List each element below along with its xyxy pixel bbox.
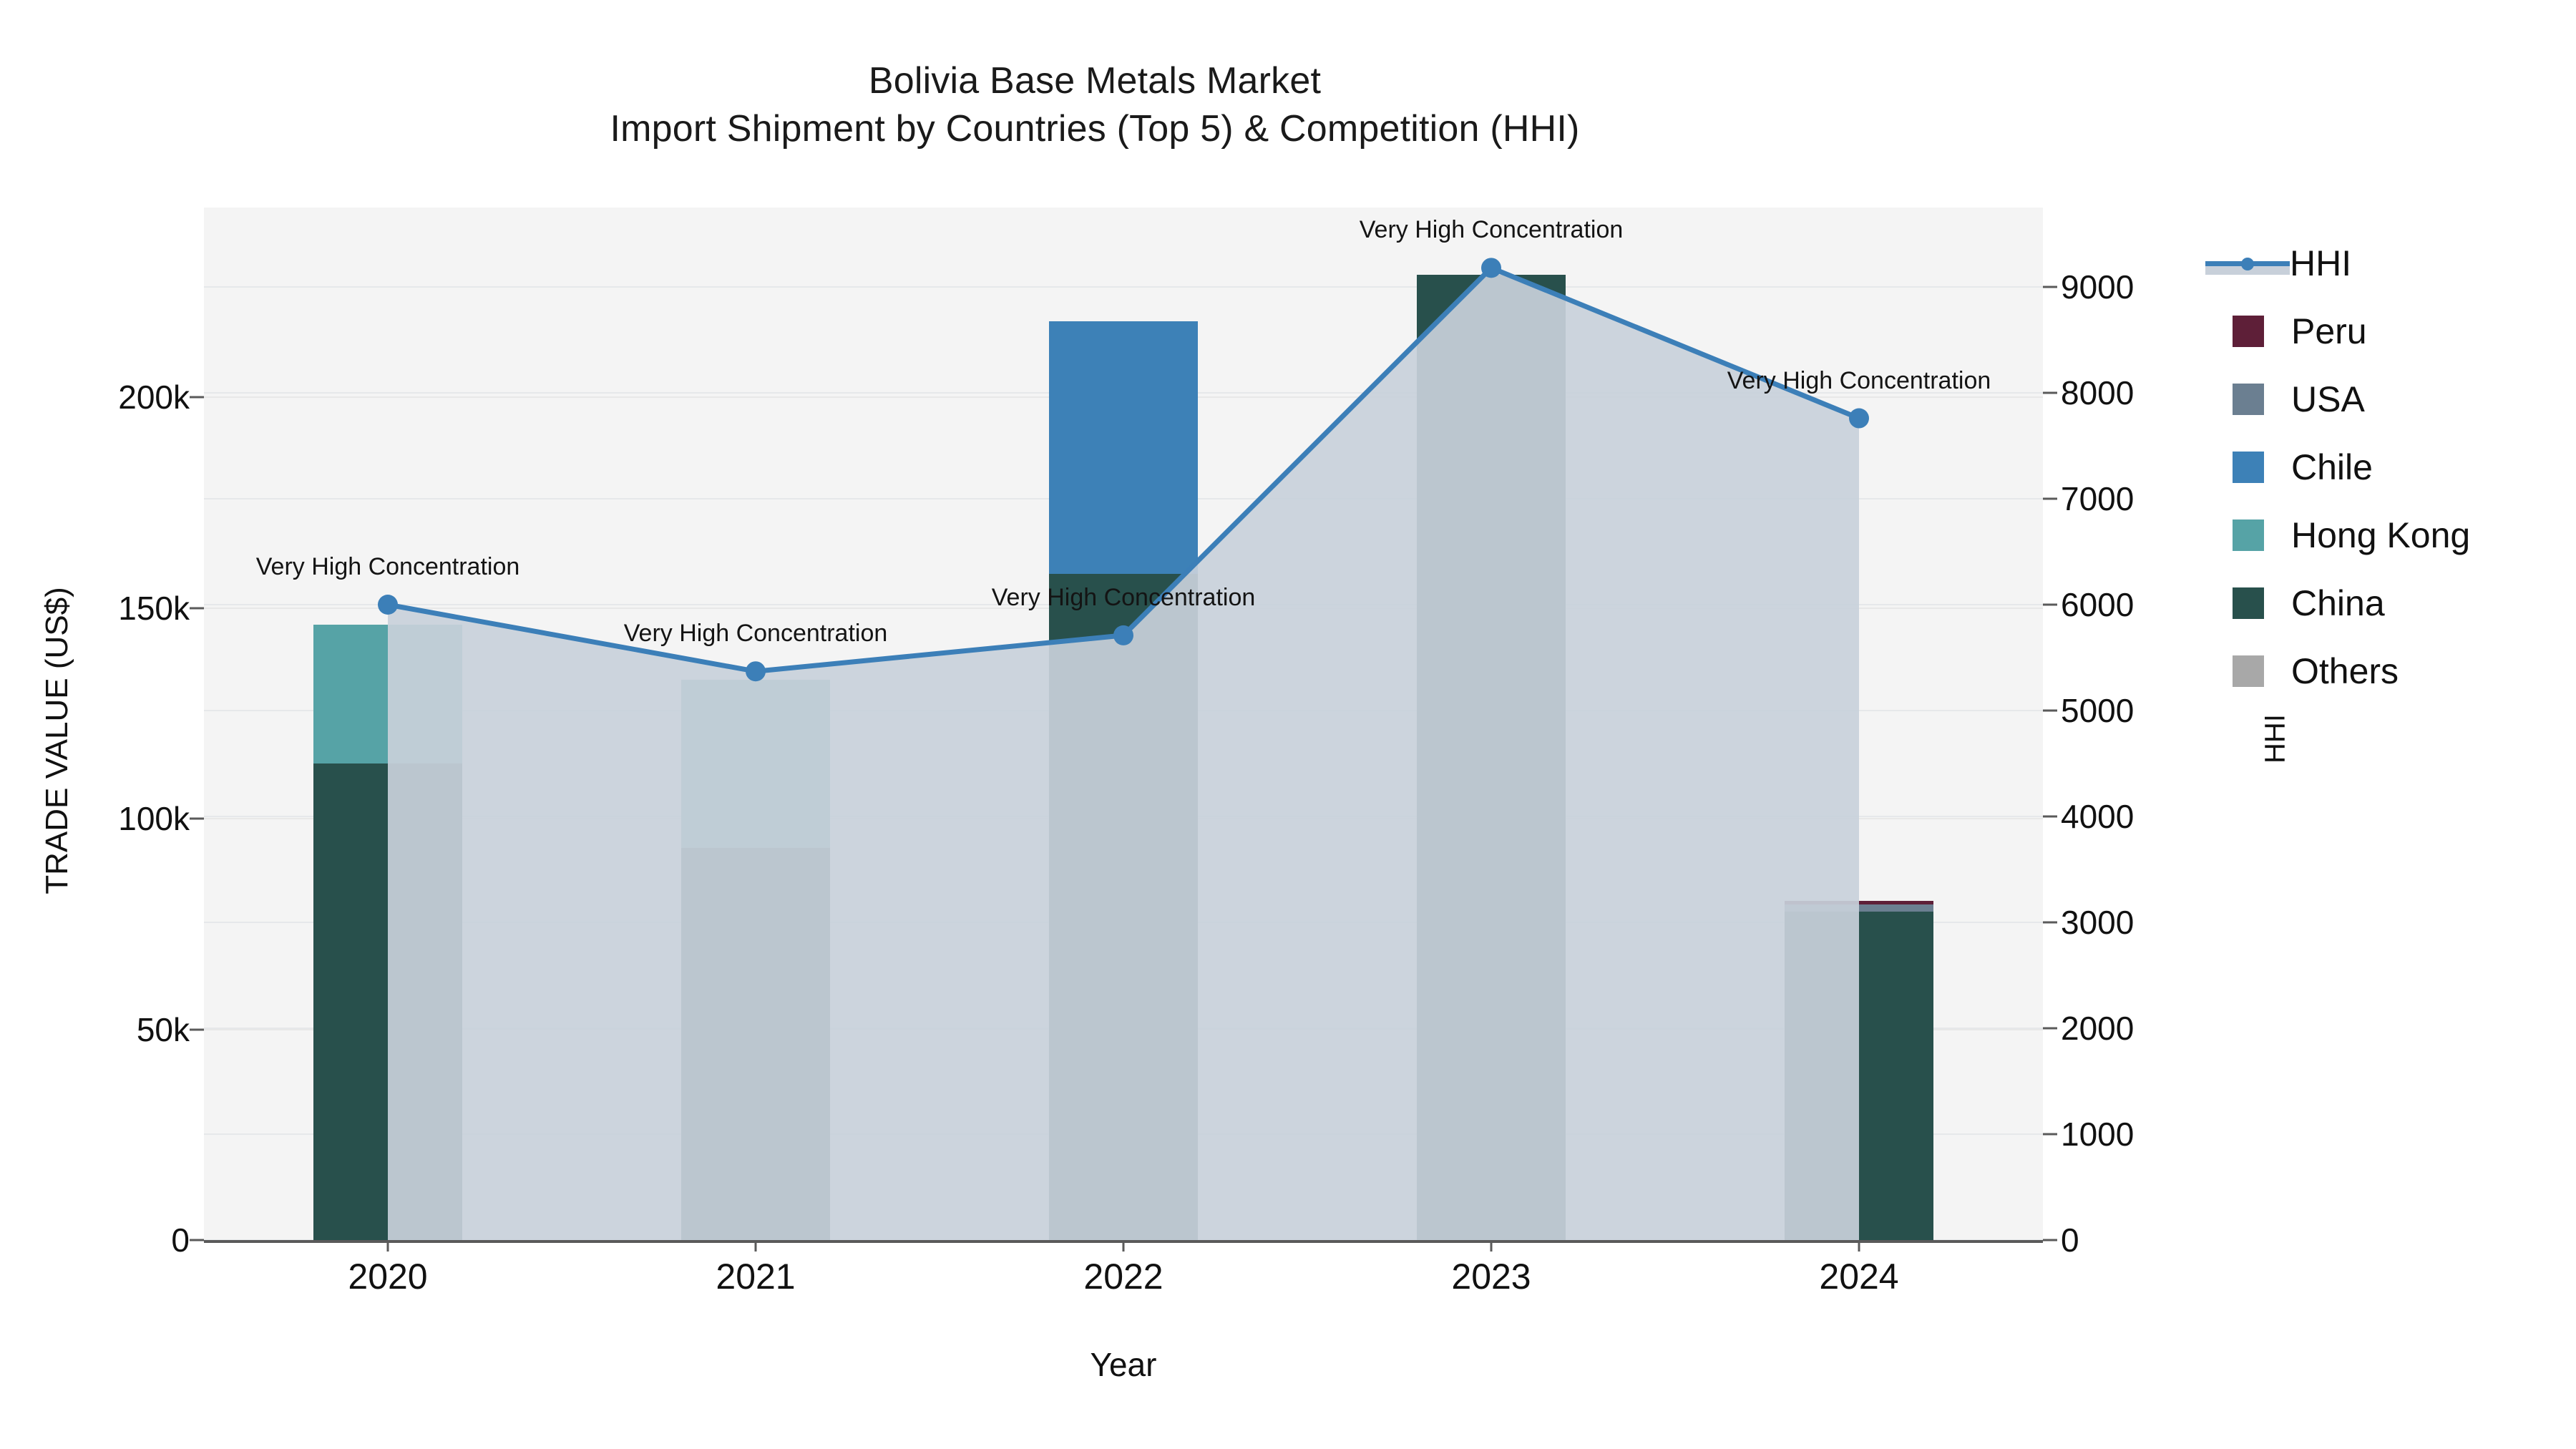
legend-item-usa[interactable]: USA: [2233, 365, 2569, 433]
y-tick-mark-right-1000: [2043, 1133, 2057, 1136]
x-tick-mark-2021: [754, 1240, 757, 1252]
y-tick-left-200k: 200k: [118, 379, 190, 416]
x-axis-label: Year: [1090, 1346, 1157, 1383]
y-tick-right-3000: 3000: [2061, 904, 2135, 941]
legend-label-usa: USA: [2291, 379, 2365, 419]
x-tick-mark-2024: [1858, 1240, 1860, 1252]
legend-swatch-chile: [2233, 451, 2264, 483]
annotation-2023: Very High Concentration: [1359, 216, 1624, 244]
legend-swatch-china: [2233, 587, 2264, 619]
y-tick-mark-left-100k: [190, 817, 204, 820]
y-tick-right-4000: 4000: [2061, 798, 2135, 835]
y-tick-mark-left-200k: [190, 396, 204, 399]
legend-swatch-usa: [2233, 383, 2264, 415]
annotation-2024: Very High Concentration: [1727, 366, 1991, 394]
y-tick-mark-right-8000: [2043, 391, 2057, 394]
x-tick-2020: 2020: [348, 1257, 428, 1297]
x-tick-2022: 2022: [1083, 1257, 1163, 1297]
legend-swatch-peru: [2233, 315, 2264, 347]
legend-item-chile[interactable]: Chile: [2233, 433, 2569, 501]
legend-item-china[interactable]: China: [2233, 569, 2569, 637]
hhi-marker-2024: [1849, 408, 1869, 429]
legend-item-peru[interactable]: Peru: [2233, 297, 2569, 365]
legend: HHI Peru USA Chile Hong Kong China Others: [2205, 229, 2569, 705]
x-tick-2021: 2021: [716, 1257, 796, 1297]
gridline-right-9: [204, 286, 2043, 288]
x-tick-2024: 2024: [1819, 1257, 1899, 1297]
y-tick-right-5000: 5000: [2061, 692, 2135, 729]
legend-item-hong-kong[interactable]: Hong Kong: [2233, 501, 2569, 569]
y-tick-mark-right-4000: [2043, 815, 2057, 818]
y-tick-mark-right-5000: [2043, 709, 2057, 712]
y-tick-left-100k: 100k: [118, 800, 190, 838]
bar-segment-2022-chile: [1049, 321, 1198, 575]
legend-label-china: China: [2291, 582, 2385, 623]
y-tick-mark-right-6000: [2043, 603, 2057, 606]
y-tick-right-9000: 9000: [2061, 268, 2135, 306]
hhi-area-fill: [388, 268, 1859, 1240]
y-tick-right-2000: 2000: [2061, 1010, 2135, 1047]
y-tick-mark-right-0: [2043, 1239, 2057, 1241]
y-tick-mark-right-9000: [2043, 286, 2057, 288]
legend-label-peru: Peru: [2291, 311, 2367, 351]
chart-title-line-2: Import Shipment by Countries (Top 5) & C…: [610, 107, 1580, 150]
x-tick-mark-2022: [1122, 1240, 1125, 1252]
y-tick-mark-left-150k: [190, 607, 204, 610]
y-tick-mark-right-3000: [2043, 921, 2057, 924]
hhi-markers: [378, 258, 1869, 682]
legend-item-others[interactable]: Others: [2233, 637, 2569, 705]
legend-swatch-others: [2233, 655, 2264, 687]
y-tick-left-0: 0: [171, 1221, 190, 1259]
legend-marker-dot-icon: [2241, 257, 2254, 270]
legend-label-hong-kong: Hong Kong: [2291, 514, 2471, 555]
x-tick-mark-2023: [1490, 1240, 1493, 1252]
hhi-marker-2022: [1113, 625, 1133, 645]
legend-swatch-hong-kong: [2233, 519, 2264, 551]
chart-title-line-1: Bolivia Base Metals Market: [868, 60, 1322, 102]
hhi-marker-2021: [746, 661, 766, 682]
y-tick-right-1000: 1000: [2061, 1116, 2135, 1153]
annotation-2021: Very High Concentration: [623, 620, 888, 648]
annotation-2022: Very High Concentration: [991, 583, 1256, 611]
legend-label-chile: Chile: [2291, 447, 2373, 487]
y-tick-mark-left-50k: [190, 1028, 204, 1030]
y-axis-left-label: TRADE VALUE (US$): [39, 587, 74, 894]
y-tick-right-0: 0: [2061, 1221, 2079, 1259]
y-tick-left-150k: 150k: [118, 589, 190, 627]
plot-area: Very High Concentration Very High Concent…: [204, 208, 2043, 1240]
legend-line-swatch-hhi: [2205, 248, 2290, 279]
hhi-series: [378, 258, 1869, 1240]
annotation-2020: Very High Concentration: [255, 553, 520, 580]
legend-label-others: Others: [2291, 650, 2399, 691]
hhi-marker-2020: [378, 595, 398, 615]
x-tick-2023: 2023: [1451, 1257, 1531, 1297]
legend-label-hhi: HHI: [2290, 243, 2352, 283]
y-tick-mark-right-7000: [2043, 497, 2057, 500]
x-tick-mark-2020: [386, 1240, 389, 1252]
y-tick-right-8000: 8000: [2061, 374, 2135, 411]
y-tick-mark-left-0: [190, 1239, 204, 1241]
chart-title: Bolivia Base Metals Market Import Shipme…: [0, 57, 2190, 152]
hhi-marker-2023: [1481, 258, 1501, 278]
y-tick-mark-right-2000: [2043, 1027, 2057, 1030]
legend-item-hhi[interactable]: HHI: [2205, 229, 2569, 297]
y-tick-right-7000: 7000: [2061, 480, 2135, 517]
y-tick-left-50k: 50k: [136, 1010, 190, 1048]
y-tick-right-6000: 6000: [2061, 586, 2135, 623]
